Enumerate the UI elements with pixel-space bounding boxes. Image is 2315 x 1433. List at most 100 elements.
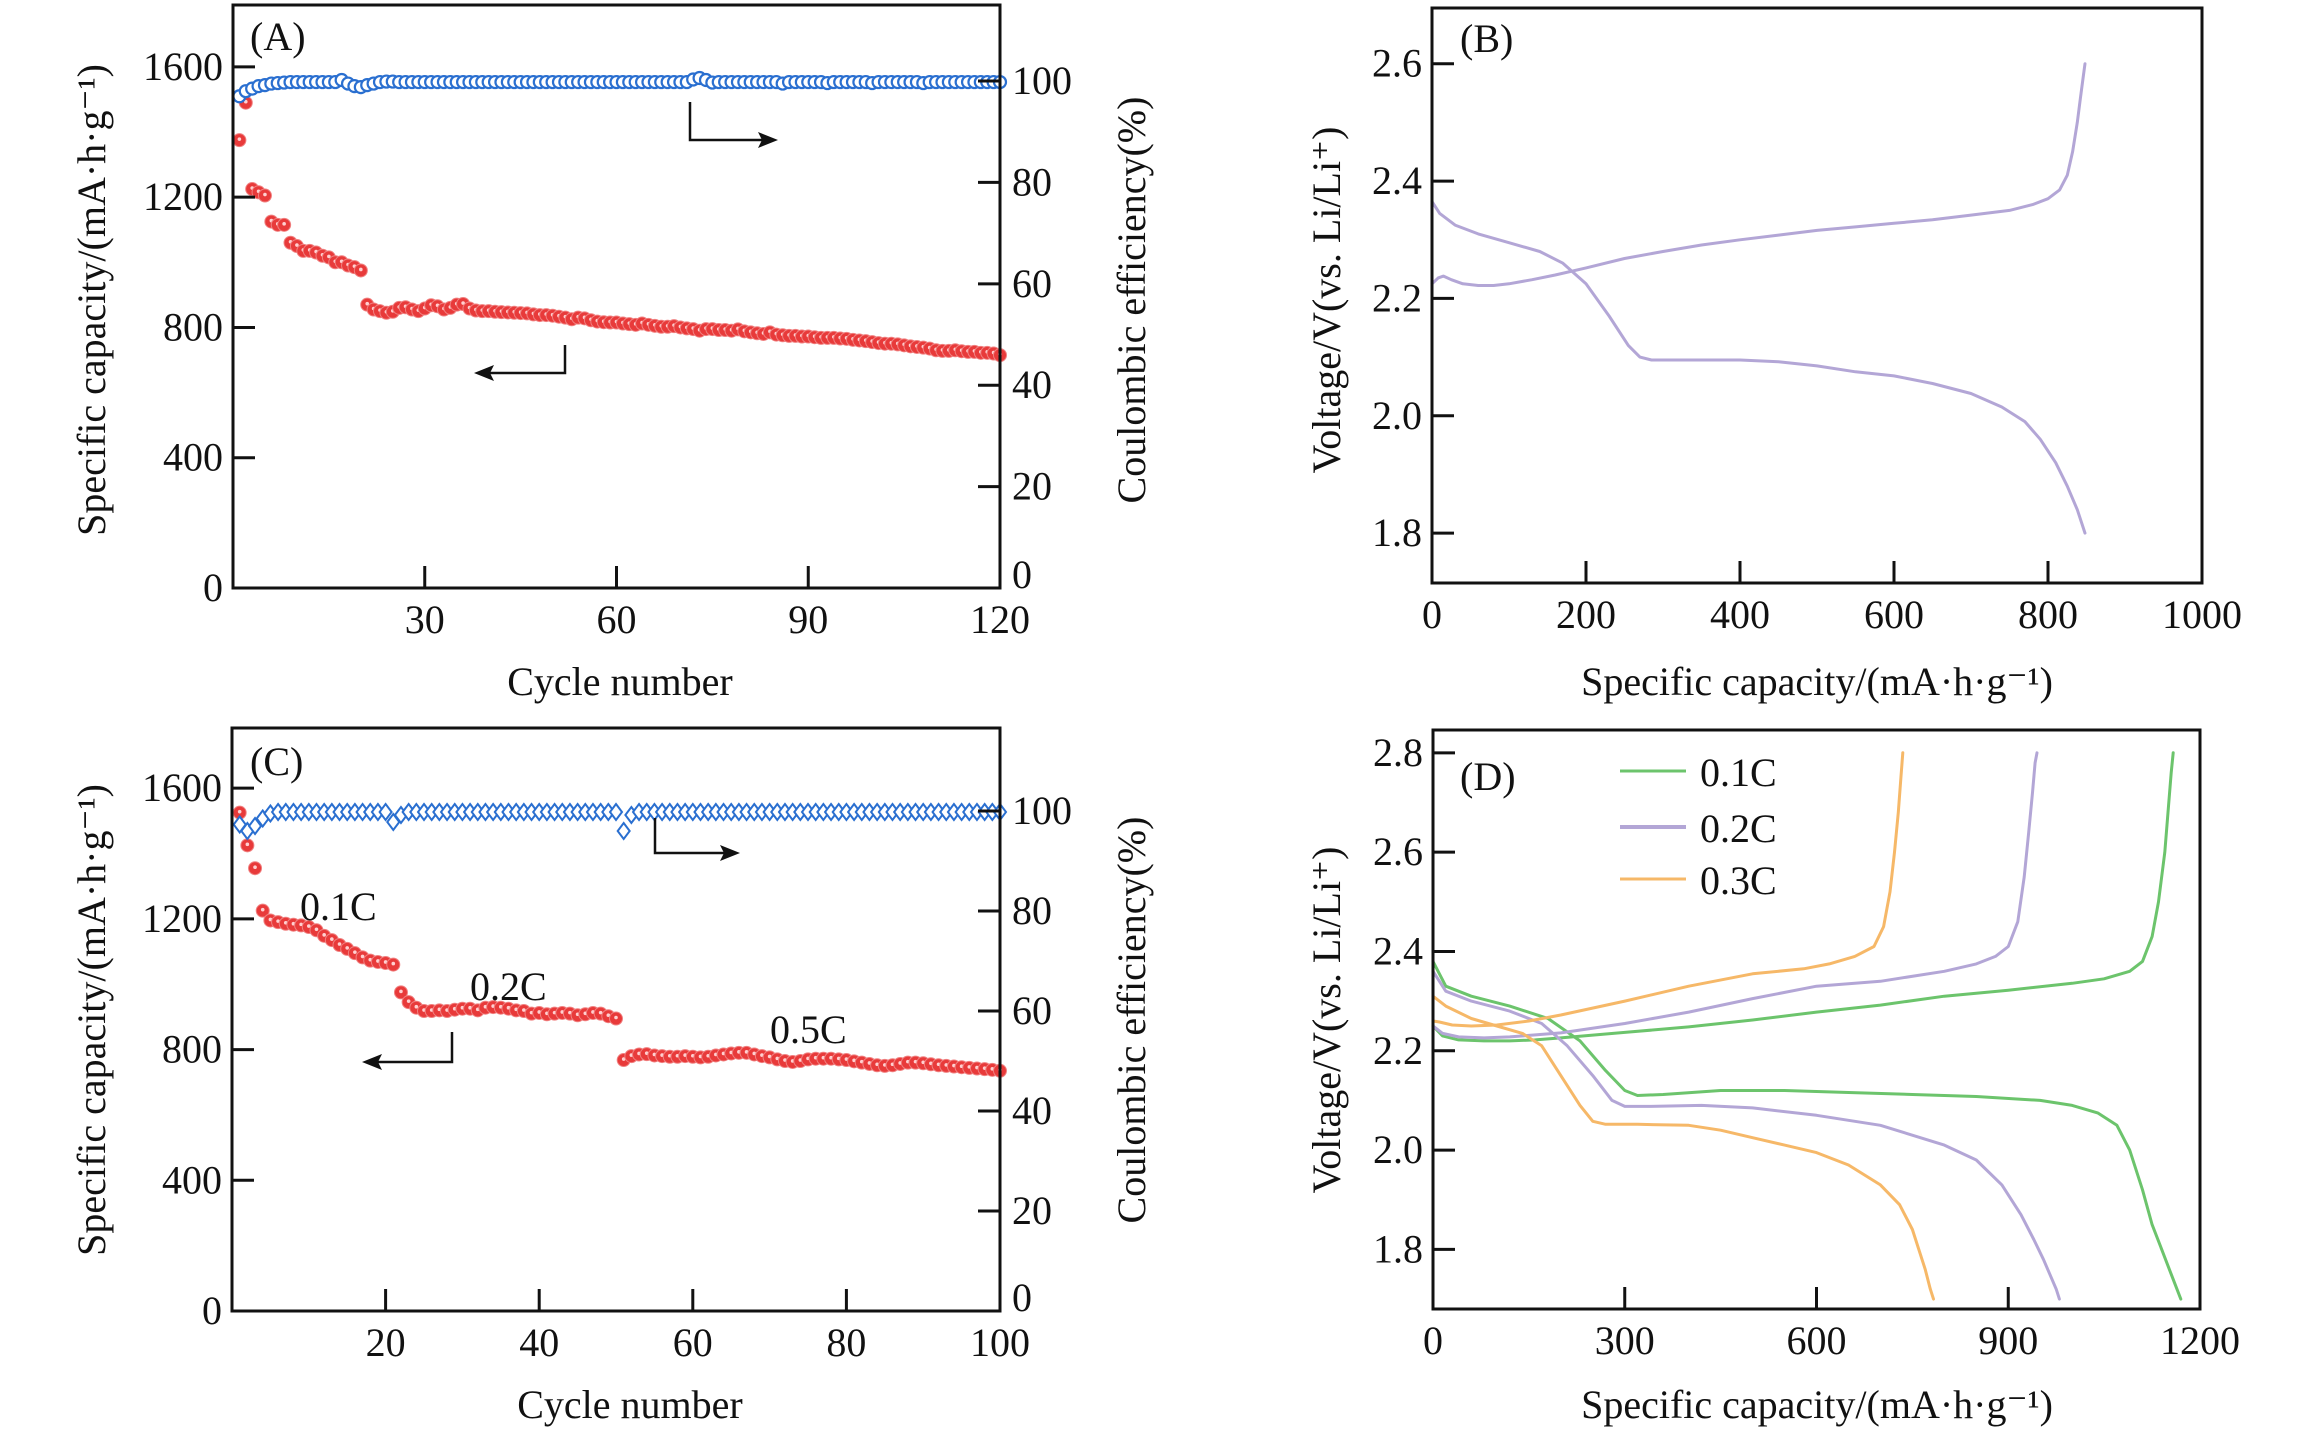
marker-highlight: [461, 301, 465, 305]
panel-c-y-right-tick-label: 20: [1012, 1188, 1052, 1233]
panel-d-y-tick-label: 2.6: [1373, 829, 1423, 874]
panel-d-x-tick-label: 900: [1978, 1318, 2038, 1363]
marker-highlight: [365, 301, 370, 306]
panel-c-rate-performance: (C) Cycle number Specific capacity/(mA·h…: [69, 726, 1154, 1427]
panel-a-y-right-tick-label: 40: [1012, 362, 1052, 407]
marker-highlight: [360, 954, 365, 959]
panel-a-arrows: [474, 102, 778, 381]
panel-b-label: (B): [1460, 16, 1513, 61]
panel-b-curve-discharge-0: [1430, 200, 2087, 535]
panel-a-frame: [231, 3, 1002, 590]
panel-d-y-tick-label: 2.2: [1373, 1028, 1423, 1073]
panel-a-x-tick-label: 120: [970, 597, 1030, 642]
panel-c-ce-point: [247, 816, 263, 836]
panel-b-x-tick-label: 0: [1422, 592, 1442, 637]
legend-label-0-2c: 0.2C: [1700, 806, 1777, 851]
panel-d-y-tick-label: 2.0: [1373, 1127, 1423, 1172]
panel-a-y-right-tick-label: 100: [1012, 58, 1072, 103]
panel-c-y-right-tick-label: 0: [1012, 1275, 1032, 1320]
panel-a-y-tick-label: 0: [203, 565, 223, 610]
marker-highlight: [359, 267, 363, 272]
panel-d-curve-0-3c-charge: [1431, 751, 1905, 1028]
panel-d-y-tick-label: 2.4: [1373, 928, 1423, 973]
panel-b-plot-area: [1430, 62, 2087, 535]
marker-highlight: [322, 933, 326, 937]
panel-a-cycling-performance: (A) Cycle number Specific capacity/(mA·h…: [69, 3, 1154, 704]
marker-highlight: [767, 1054, 772, 1059]
panel-d-plot-area: [1431, 751, 2183, 1301]
marker-highlight: [263, 192, 267, 197]
panel-b-voltage-profile: (B) Specific capacity/(mA·h·g⁻¹) Voltage…: [1304, 6, 2242, 704]
marker-highlight: [406, 999, 411, 1003]
panel-c-x-tick-label: 100: [970, 1320, 1030, 1365]
marker-highlight: [621, 1057, 626, 1061]
panel-c-arrow-to-right-axis: [653, 818, 732, 855]
panel-a-y-tick-label: 400: [163, 435, 223, 480]
marker-highlight: [522, 1008, 526, 1012]
marker-highlight: [399, 989, 403, 994]
panel-c-y-right-axis-title: Coulombic efficiency(%): [1109, 817, 1154, 1224]
panel-b-x-tick-label: 1000: [2162, 592, 2242, 637]
marker-highlight: [345, 946, 350, 950]
panel-c-y-right-tick-label: 80: [1012, 888, 1052, 933]
marker-highlight: [614, 1015, 618, 1020]
marker-highlight: [260, 907, 265, 912]
panel-d-curve-0-3c-discharge: [1431, 994, 1935, 1301]
panel-d-x-tick-label: 0: [1423, 1318, 1443, 1363]
panel-a-y-tick-label: 1200: [143, 174, 223, 219]
marker-highlight: [606, 1013, 611, 1018]
panel-c-frame: [230, 726, 1002, 1313]
marker-highlight: [327, 254, 331, 259]
panel-b-ticks: 0 200 400 600 800 1000 1.8 2.0 2.2 2.4 2.6: [1372, 41, 2242, 637]
panel-c-y-right-tick-label: 60: [1012, 988, 1052, 1033]
panel-c-x-tick-label: 80: [826, 1320, 866, 1365]
panel-a-arrowhead-left: [474, 365, 494, 381]
panel-b-x-tick-label: 600: [1864, 592, 1924, 637]
marker-highlight: [314, 927, 319, 932]
panel-d-x-tick-label: 300: [1595, 1318, 1655, 1363]
panel-a-y-right-tick-label: 20: [1012, 464, 1052, 509]
panel-a-y-right-axis-title: Coulombic efficiency(%): [1109, 97, 1154, 504]
panel-a-arrowhead-right: [758, 132, 778, 148]
panel-c-y-right-tick-label: 40: [1012, 1088, 1052, 1133]
legend-label-0-3c: 0.3C: [1700, 858, 1777, 903]
panel-c-y-tick-label: 0: [202, 1288, 222, 1333]
panel-a-y-axis-title: Specific capacity/(mA·h·g⁻¹): [69, 64, 114, 536]
marker-highlight: [282, 222, 286, 226]
marker-highlight: [337, 942, 342, 946]
marker-highlight: [330, 937, 334, 941]
panel-a-plot-area: [232, 70, 1008, 363]
marker-highlight: [237, 809, 242, 814]
panel-b-frame: [1430, 6, 2204, 585]
panel-b-curve-charge-1: [1430, 62, 2087, 287]
panel-c-x-tick-label: 60: [673, 1320, 713, 1365]
panel-c-x-tick-label: 40: [519, 1320, 559, 1365]
panel-c-y-tick-label: 800: [162, 1027, 222, 1072]
marker-highlight: [414, 1004, 419, 1009]
annotation-0-2c: 0.2C: [470, 964, 547, 1009]
panel-d-legend: 0.1C 0.2C 0.3C: [1620, 750, 1777, 903]
panel-b-x-tick-label: 800: [2018, 592, 2078, 637]
panel-d-ticks: 0 300 600 900 1200 1.8 2.0 2.2 2.4 2.6 2.8: [1373, 730, 2240, 1363]
panel-d-x-axis-title: Specific capacity/(mA·h·g⁻¹): [1581, 1382, 2053, 1427]
panel-a-y-tick-label: 800: [163, 304, 223, 349]
marker-highlight: [253, 865, 257, 869]
marker-highlight: [245, 842, 250, 847]
panel-a-y-right-tick-label: 60: [1012, 261, 1052, 306]
panel-c-arrowhead-left: [362, 1054, 382, 1070]
panel-c-y-tick-label: 1200: [142, 896, 222, 941]
panel-c-x-tick-label: 20: [366, 1320, 406, 1365]
panel-a-y-right-tick-label: 80: [1012, 159, 1052, 204]
panel-b-y-tick-label: 2.4: [1372, 158, 1422, 203]
panel-a-label: (A): [250, 14, 306, 59]
panel-d-curve-0-1c-charge: [1431, 751, 2175, 1043]
panel-d-y-tick-label: 1.8: [1373, 1226, 1423, 1271]
marker-highlight: [307, 924, 311, 928]
panel-b-y-tick-label: 2.6: [1372, 41, 1422, 86]
panel-d-y-tick-label: 2.8: [1373, 730, 1423, 775]
panel-d-x-tick-label: 1200: [2160, 1318, 2240, 1363]
panel-c-arrow-to-left-axis: [372, 1032, 454, 1064]
